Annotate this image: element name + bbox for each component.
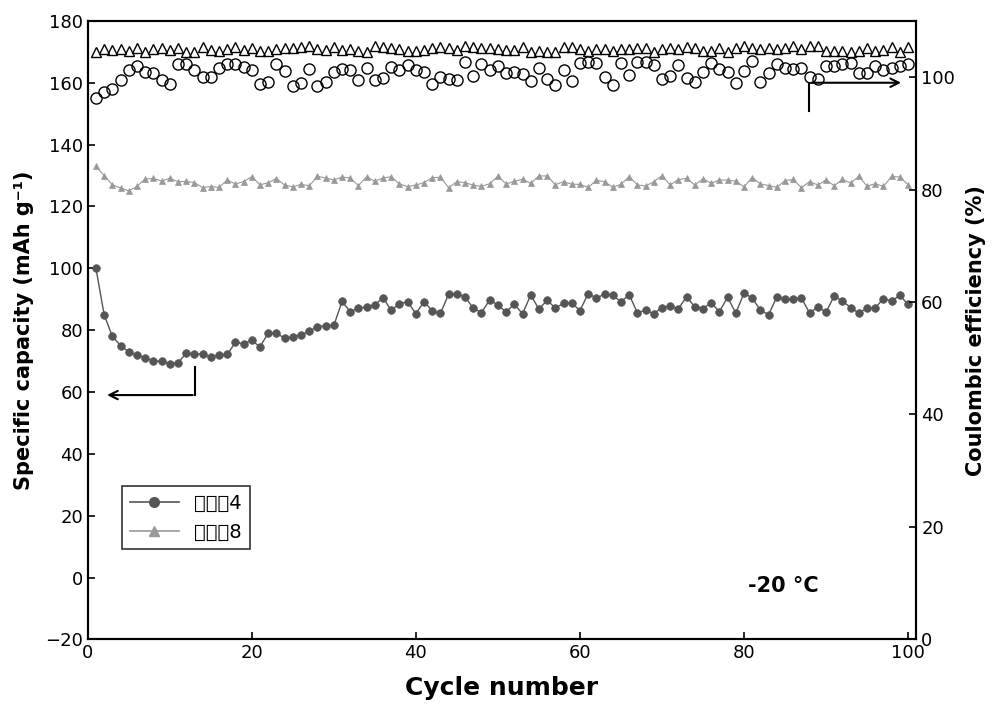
Y-axis label: Coulombic efficiency (%): Coulombic efficiency (%) — [966, 185, 986, 476]
Text: -20 °C: -20 °C — [748, 576, 819, 596]
Y-axis label: Specific capacity (mAh g⁻¹): Specific capacity (mAh g⁻¹) — [14, 171, 34, 490]
Legend: 对比入4, 实施入8: 对比入4, 实施入8 — [122, 486, 250, 549]
X-axis label: Cycle number: Cycle number — [405, 676, 599, 700]
